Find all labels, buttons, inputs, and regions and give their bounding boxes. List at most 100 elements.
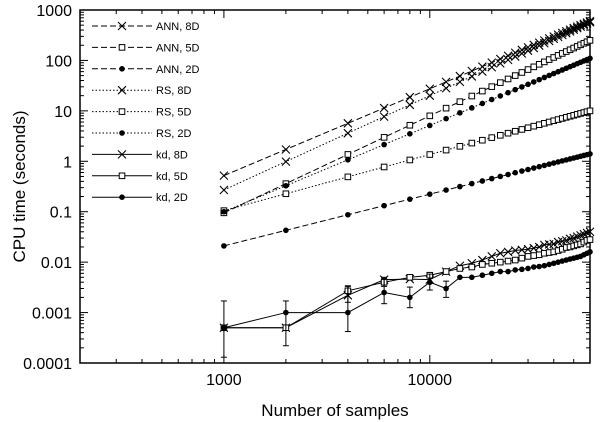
error-bar [443,280,450,298]
data-point [456,265,464,272]
data-point [511,256,519,264]
data-point [443,115,449,122]
error-bar [381,276,388,287]
y-tick-label: 1000 [36,3,72,20]
data-point [587,151,593,157]
data-point [534,41,544,50]
data-point [504,75,512,83]
data-point [587,55,593,62]
error-bar [220,300,227,358]
data-point [497,173,504,180]
series-layer [219,16,595,358]
y-tick-label: 1 [63,154,72,171]
data-point [503,247,513,257]
data-point [468,92,476,100]
data-point [536,263,543,270]
data-point [345,211,351,218]
legend-item: kd, 2D [92,192,188,204]
data-point [549,239,559,249]
data-point [487,252,497,261]
data-point [512,169,519,176]
data-point [479,100,486,107]
data-point [425,91,435,101]
data-point [442,268,450,275]
data-point [488,134,496,141]
data-point [457,274,463,281]
legend-label: RS, 2D [156,128,192,140]
data-point [406,156,414,164]
data-point [488,96,495,103]
series-kd-2d [221,249,593,331]
data-point [497,93,504,99]
data-point [405,92,415,102]
data-point [488,270,495,277]
data-point [495,54,505,64]
y-axis: 0.0001 0.001 0.01 0.1 1 10 100 1000 [23,3,590,373]
data-point [582,228,592,238]
data-point [455,77,465,87]
legend-marker [118,172,126,180]
data-point [380,163,388,171]
y-tick-label: 0.0001 [23,356,72,373]
data-point [282,190,290,198]
data-point [536,76,543,83]
data-point [479,136,486,144]
data-point [281,157,291,166]
data-point [443,187,449,193]
data-point [550,70,557,77]
data-point [549,34,559,44]
data-point [511,72,519,79]
y-tick-label: 0.1 [50,205,72,222]
legend: ANN, 8D ANN, 5D ANN, 2D RS, 8D RS, 5D RS, 2D k… [92,21,199,204]
data-point [496,258,504,266]
legend-marker [119,66,125,72]
series-rs-8d [219,17,595,195]
data-point [512,267,519,273]
data-point [379,103,389,113]
error-bar [406,286,413,309]
legend-item: kd, 5D [92,171,188,183]
series-rs-2d [221,55,593,215]
x-tick-label: 10000 [408,372,453,389]
data-point [524,253,532,260]
legend-label: ANN, 5D [156,42,199,54]
data-point [496,79,504,86]
data-point [579,229,589,239]
data-point [519,168,525,174]
legend-marker [119,130,125,136]
data-point [529,43,539,53]
data-point [530,63,538,71]
data-point [503,55,513,65]
data-point [407,131,413,137]
data-point [525,81,531,88]
legend-item: RS, 2D [92,128,192,140]
data-point [495,248,505,258]
data-point [479,272,486,279]
data-point [381,202,387,209]
data-point [541,74,548,81]
data-point [565,234,575,244]
data-point [487,62,497,72]
data-point [518,69,526,76]
x-axis: 1000 10000 [79,10,591,389]
data-point [530,122,538,130]
data-point [468,263,476,271]
data-point [343,118,353,128]
legend-label: ANN, 8D [156,21,199,33]
data-point [536,163,543,170]
y-tick-label: 10 [54,104,72,121]
legend-label: ANN, 2D [156,64,199,76]
data-point [219,171,229,180]
data-point [517,49,527,58]
data-point [479,87,486,95]
data-point [586,236,594,243]
legend-item: kd, 8D [92,149,188,161]
data-point [283,182,289,189]
data-point [343,128,353,138]
data-point [586,107,594,115]
data-point [477,67,487,76]
data-point [479,261,486,268]
data-point [511,127,519,135]
y-tick-label: 0.01 [41,255,72,272]
